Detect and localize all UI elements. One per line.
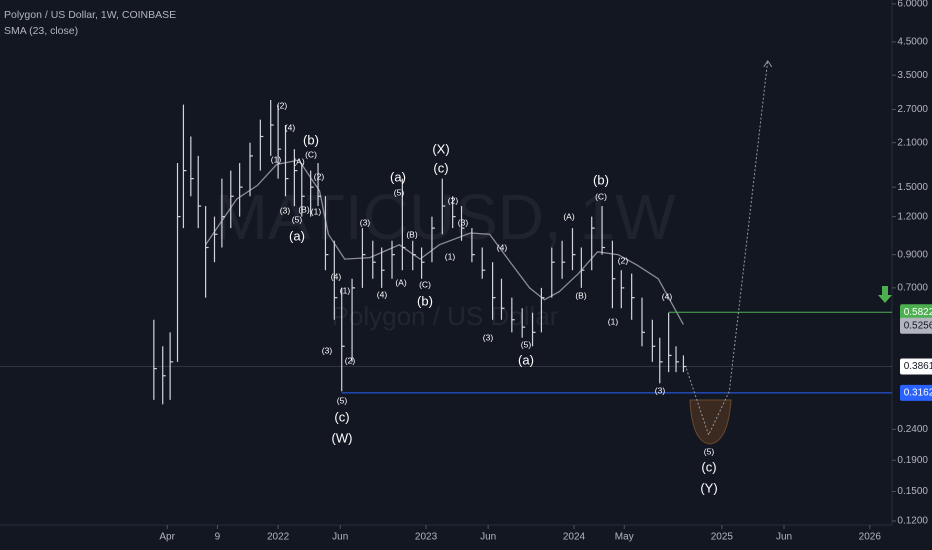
x-tick-label: Jun: [776, 532, 792, 543]
price-label: 0.3861: [904, 361, 932, 372]
wave-label: (5): [521, 339, 532, 349]
x-tick-label: Jun: [480, 532, 496, 543]
price-label: 0.5822: [904, 307, 932, 318]
wave-label: (a): [289, 228, 305, 243]
wave-label: (4): [285, 122, 296, 132]
wave-label: (1): [445, 251, 456, 261]
y-tick-label: 0.1500: [897, 486, 928, 497]
y-tick-label: 1.5000: [897, 182, 928, 193]
wave-label: (2): [448, 195, 459, 205]
wave-label: (2): [314, 171, 325, 181]
watermark-sub: Polygon / US Dollar: [332, 301, 559, 331]
wave-label: (Y): [700, 480, 717, 495]
wave-label: (b): [303, 132, 319, 147]
wave-label: (3): [360, 217, 371, 227]
sma-line: [205, 159, 684, 325]
wave-label: (X): [432, 141, 449, 156]
wave-label: (4): [377, 289, 388, 299]
wave-label: (4): [662, 291, 673, 301]
wave-label: (B): [298, 204, 310, 214]
wave-label: (2): [345, 355, 356, 365]
price-label-box: [900, 358, 932, 375]
price-label: 0.3162: [904, 388, 932, 399]
wave-label: (C): [419, 279, 431, 289]
wave-label: (W): [332, 430, 353, 445]
wave-label: (A): [293, 156, 305, 166]
up-arrow: [878, 286, 892, 303]
price-label-box: [900, 384, 932, 401]
y-tick-label: 0.1900: [897, 455, 928, 466]
wave-label: (b): [417, 293, 433, 308]
wave-label: (5): [337, 395, 348, 405]
wave-label: (5): [704, 446, 715, 456]
y-tick-label: 0.1200: [897, 516, 928, 527]
y-tick-label: 4.5000: [897, 37, 928, 48]
price-label: 0.5256: [904, 320, 932, 331]
y-tick-label: 0.7000: [897, 283, 928, 294]
projection-arrow: [763, 59, 773, 68]
projection-line: [685, 60, 769, 437]
y-tick-label: 1.2000: [897, 211, 928, 222]
wave-label: (B): [406, 229, 418, 239]
wave-label: (C): [305, 149, 317, 159]
wave-label: (c): [433, 160, 448, 175]
price-label-box: [900, 304, 932, 321]
x-tick-label: May: [615, 532, 634, 543]
wave-label: (b): [593, 172, 609, 187]
x-tick-label: 2022: [267, 532, 290, 543]
wave-label: (C): [595, 191, 607, 201]
wave-label: (5): [394, 187, 405, 197]
wave-label: (4): [497, 242, 508, 252]
y-tick-label: 0.9000: [897, 249, 928, 260]
wave-label: (3): [322, 345, 333, 355]
wave-label: (c): [701, 459, 716, 474]
wave-label: (1): [608, 316, 619, 326]
wave-label: (3): [280, 205, 291, 215]
wave-label: (A): [563, 211, 575, 221]
x-tick-label: Jun: [332, 532, 348, 543]
x-tick-label: 9: [215, 532, 221, 543]
wave-label: (3): [458, 217, 469, 227]
wave-label: (3): [483, 332, 494, 342]
wave-label: (1): [271, 154, 282, 164]
x-tick-label: 2025: [711, 532, 734, 543]
x-tick-label: 2023: [415, 532, 438, 543]
wave-label: (3): [655, 385, 666, 395]
price-bars: [153, 100, 687, 405]
wave-label: (2): [277, 100, 288, 110]
wave-label: (2): [618, 255, 629, 265]
y-tick-label: 2.7000: [897, 104, 928, 115]
wave-label: (c): [334, 409, 349, 424]
watermark-group: MATICUSD, 1W Polygon / US Dollar: [214, 181, 676, 331]
chart-title: Polygon / US Dollar, 1W, COINBASE: [4, 9, 176, 21]
price-label-box: [900, 317, 932, 334]
y-tick-label: 6.0000: [897, 0, 928, 10]
wave-label: (a): [390, 169, 406, 184]
wave-label: (5): [292, 214, 303, 224]
y-tick-label: 2.1000: [897, 137, 928, 148]
wave-label: (1): [340, 285, 351, 295]
x-tick-label: 2024: [563, 532, 586, 543]
y-tick-label: 3.5000: [897, 70, 928, 81]
y-tick-label: 0.2400: [897, 424, 928, 435]
x-tick-label: Apr: [159, 532, 175, 543]
wave-label: (B): [575, 290, 587, 300]
wave-label: (a): [518, 352, 534, 367]
indicator-label: SMA (23, close): [4, 25, 78, 37]
wave-label: (4): [331, 271, 342, 281]
watermark: MATICUSD, 1W: [214, 181, 676, 253]
wave-label: (A): [395, 277, 407, 287]
x-tick-label: 2026: [859, 532, 882, 543]
wave-label: (1): [311, 206, 322, 216]
